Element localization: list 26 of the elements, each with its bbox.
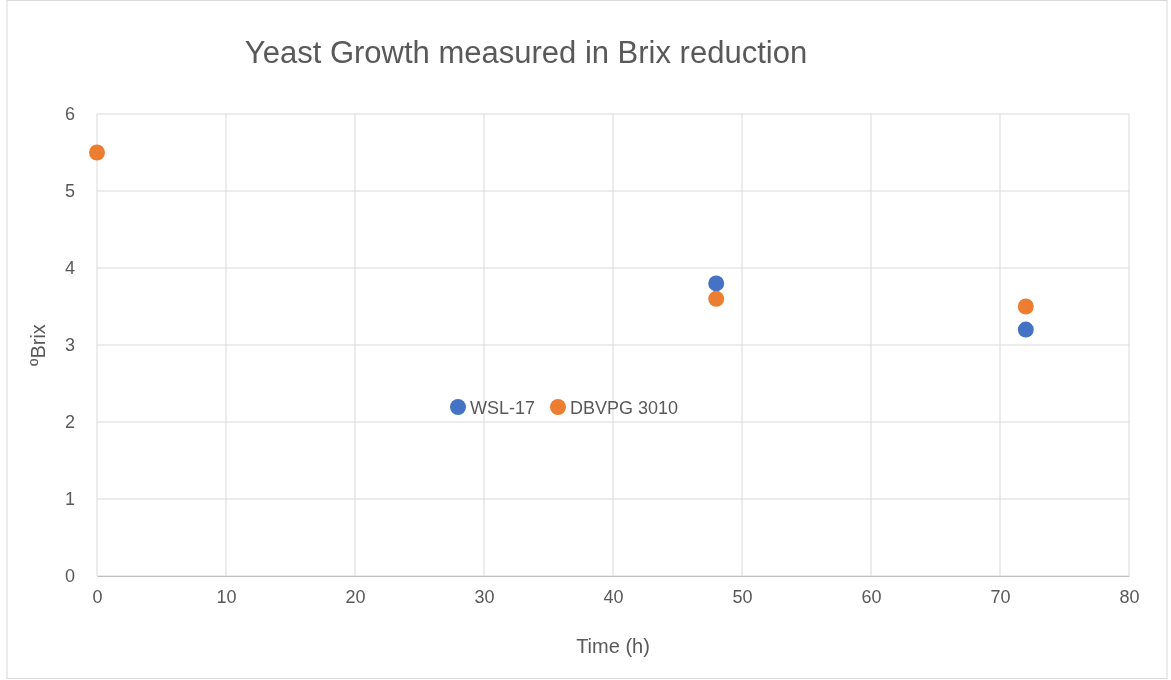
point [89, 144, 105, 161]
x-tick-label: 10 [216, 586, 237, 607]
x-tick-label: 80 [1119, 586, 1140, 607]
x-tick-label: 70 [990, 586, 1011, 607]
y-tick-label: 4 [64, 258, 75, 279]
y-tick-label: 1 [64, 489, 75, 510]
point [708, 275, 725, 292]
point [1017, 298, 1034, 315]
y-tick-label: 3 [64, 335, 75, 356]
y-tick-label: 2 [64, 412, 75, 433]
legend-label: WSL-17 [470, 398, 536, 418]
y-axis-title: ºBrix [27, 324, 49, 366]
x-tick-label: 20 [345, 586, 366, 607]
chart-title: Yeast Growth measured in Brix reduction [244, 35, 808, 70]
x-tick-label: 50 [732, 586, 753, 607]
legend-label: DBVPG 3010 [570, 398, 679, 418]
y-tick-label: 6 [64, 104, 75, 125]
x-tick-label: 40 [603, 586, 624, 607]
x-tick-label: 0 [92, 586, 103, 607]
x-tick-label: 30 [474, 586, 495, 607]
point [708, 290, 725, 307]
y-tick-label: 5 [64, 181, 75, 202]
x-axis-title: Time (h) [576, 635, 650, 657]
x-tick-label: 60 [861, 586, 882, 607]
point [1017, 321, 1034, 338]
y-tick-label: 0 [64, 566, 75, 587]
